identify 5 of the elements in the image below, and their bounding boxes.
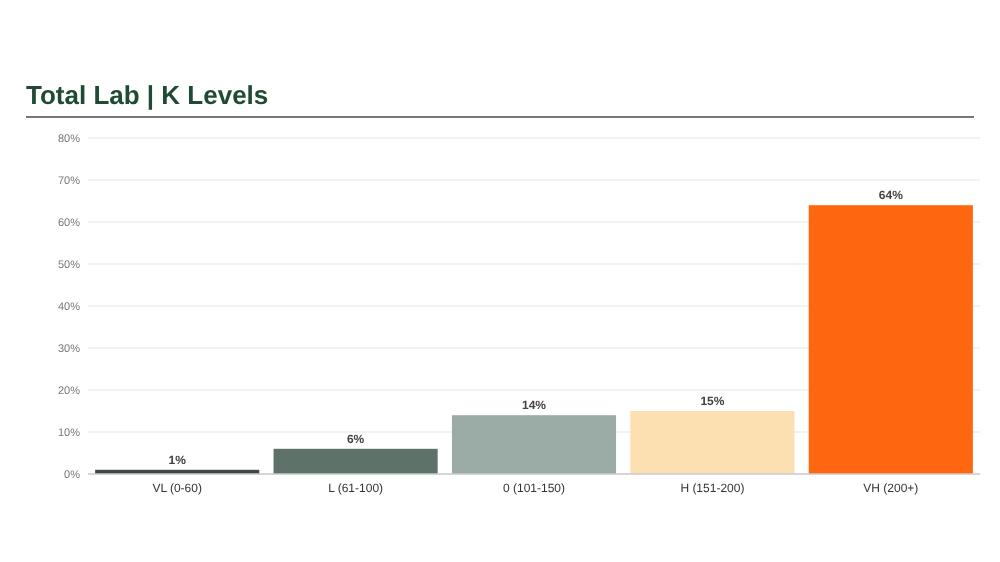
bar [451,415,617,474]
chart-title: Total Lab | K Levels [26,80,269,110]
bar [630,411,795,474]
bar [273,448,438,474]
bar [808,205,973,474]
